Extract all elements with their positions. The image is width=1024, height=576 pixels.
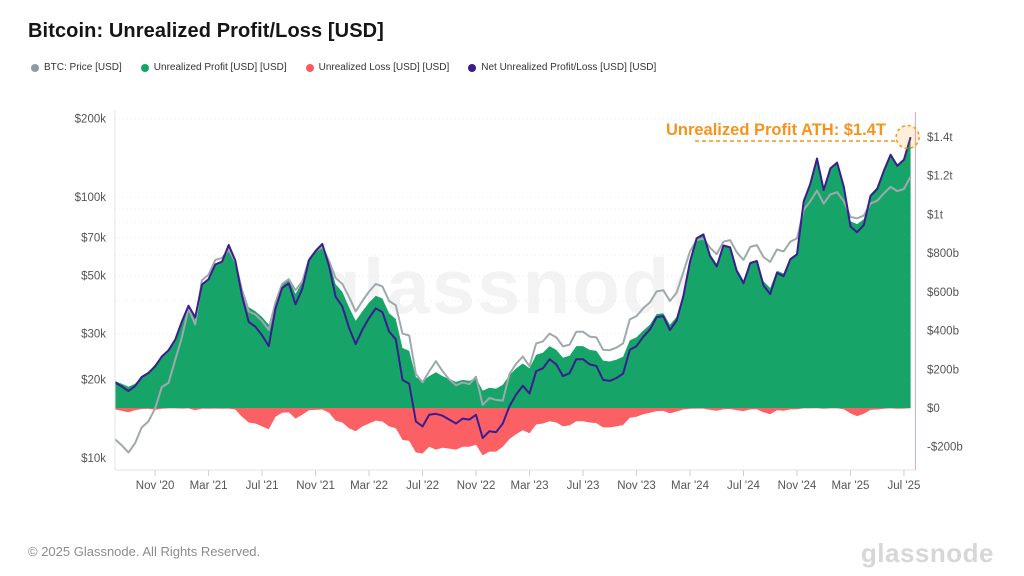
legend-dot-icon xyxy=(468,63,477,72)
y-right-tick-label: $400b xyxy=(927,326,959,338)
net-unrealized-pnl-line xyxy=(114,136,912,439)
x-tick-label: Nov '20 xyxy=(136,480,175,492)
x-tick-label: Nov '21 xyxy=(296,480,335,492)
legend-item-1[interactable]: Unrealized Profit [USD] [USD] xyxy=(140,62,287,73)
ath-marker-circle xyxy=(895,124,920,150)
chart-legend: BTC: Price [USD] Unrealized Profit [USD] … xyxy=(31,62,656,73)
unrealized-profit-area xyxy=(115,137,911,408)
y-left-tick-label: $20k xyxy=(81,375,106,387)
copyright-text: © 2025 Glassnode. All Rights Reserved. xyxy=(28,544,261,559)
unrealized-loss-area xyxy=(115,408,911,456)
legend-dot-icon xyxy=(140,63,149,72)
legend-item-label: Unrealized Profit [USD] [USD] xyxy=(153,62,287,73)
y-left-tick-label: $50k xyxy=(81,271,106,283)
x-tick-label: Mar '25 xyxy=(831,480,869,492)
x-tick-label: Jul '24 xyxy=(727,480,760,492)
x-tick-label: Mar '21 xyxy=(190,480,228,492)
x-tick-label: Jul '23 xyxy=(567,480,600,492)
btc-price-line xyxy=(114,176,912,454)
legend-item-0[interactable]: BTC: Price [USD] xyxy=(31,62,122,73)
legend-item-3[interactable]: Net Unrealized Profit/Loss [USD] [USD] xyxy=(468,62,656,73)
legend-dot-icon xyxy=(31,63,39,72)
y-left-tick-label: $10k xyxy=(81,453,106,465)
y-right-tick-label: $800b xyxy=(927,248,959,260)
legend-item-label: BTC: Price [USD] xyxy=(44,62,122,73)
x-tick-label: Mar '24 xyxy=(671,480,710,492)
x-tick-label: Mar '22 xyxy=(350,480,388,492)
y-right-tick-label: $600b xyxy=(927,287,959,299)
glassnode-logo: glassnode xyxy=(860,538,994,568)
y-left-tick-label: $70k xyxy=(81,233,106,245)
x-tick-label: Nov '23 xyxy=(617,480,656,492)
x-tick-label: Jul '22 xyxy=(406,480,439,492)
x-tick-label: Nov '22 xyxy=(457,480,496,492)
y-right-tick-label: $1.2t xyxy=(927,171,953,183)
y-left-tick-label: $100k xyxy=(75,192,107,204)
y-right-tick-label: $200b xyxy=(927,364,959,376)
x-tick-label: Mar '23 xyxy=(511,480,549,492)
y-right-tick-label: $1.4t xyxy=(927,132,953,144)
x-tick-label: Jul '21 xyxy=(246,480,279,492)
x-tick-label: Jul '25 xyxy=(888,480,921,492)
ath-annotation-label: Unrealized Profit ATH: $1.4T xyxy=(666,121,886,139)
legend-item-2[interactable]: Unrealized Loss [USD] [USD] xyxy=(305,62,450,73)
legend-dot-icon xyxy=(305,63,314,72)
y-right-tick-label: -$200b xyxy=(927,442,963,454)
y-left-tick-label: $30k xyxy=(81,329,106,341)
x-tick-label: Nov '24 xyxy=(778,480,817,492)
legend-item-label: Net Unrealized Profit/Loss [USD] [USD] xyxy=(481,62,657,73)
y-right-tick-label: $1t xyxy=(927,209,944,221)
y-right-tick-label: $0 xyxy=(927,403,940,415)
y-left-tick-label: $200k xyxy=(75,114,107,126)
page-title: Bitcoin: Unrealized Profit/Loss [USD] xyxy=(28,20,384,42)
legend-item-label: Unrealized Loss [USD] [USD] xyxy=(318,62,450,73)
